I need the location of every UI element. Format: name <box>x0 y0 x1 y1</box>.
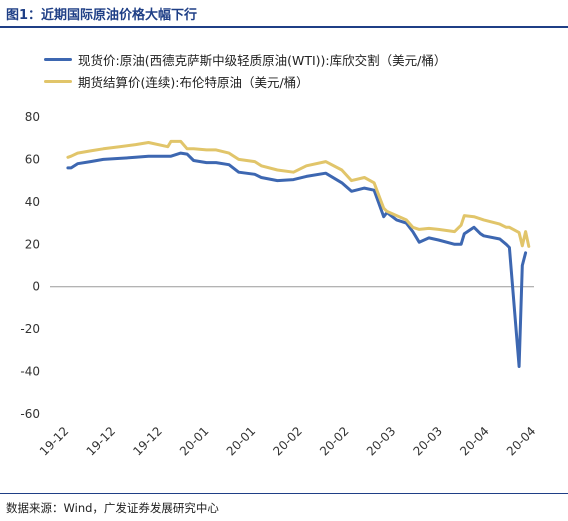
x-tick-label: 20-03 <box>364 424 399 459</box>
x-tick-label: 20-01 <box>177 424 212 459</box>
legend-item-wti: 现货价:原油(西德克萨斯中级轻质原油(WTI)):库欣交割（美元/桶） <box>44 48 446 70</box>
y-tick-label: -60 <box>20 407 40 421</box>
y-tick-label: 20 <box>25 237 40 251</box>
series-line-brent <box>66 139 531 248</box>
y-tick-label: -40 <box>20 365 40 379</box>
x-tick-label: 19-12 <box>130 424 165 459</box>
y-tick-label: 0 <box>32 280 40 294</box>
footer-rule <box>0 493 568 494</box>
title-bar: 图1：近期国际原油价格大幅下行 <box>0 0 568 28</box>
y-tick-label: -20 <box>20 322 40 336</box>
x-tick-label: 20-04 <box>457 424 492 459</box>
x-tick-label: 20-01 <box>224 424 259 459</box>
x-tick-label: 19-12 <box>84 424 119 459</box>
x-tick-label: 20-04 <box>504 424 539 459</box>
x-tick-label: 19-12 <box>37 424 72 459</box>
figure-title: 图1：近期国际原油价格大幅下行 <box>6 8 198 23</box>
y-tick-label: 80 <box>25 110 40 124</box>
legend-label-wti: 现货价:原油(西德克萨斯中级轻质原油(WTI)):库欣交割（美元/桶） <box>78 52 447 68</box>
y-axis: 80 60 40 20 0 -20 -40 -60 <box>20 110 40 421</box>
series-line-wti <box>66 151 528 368</box>
source-note: 数据来源：Wind，广发证券发展研究中心 <box>6 501 219 515</box>
x-axis: 19-12 19-12 19-12 20-01 20-01 20-02 20-02 20-03… <box>37 286 539 459</box>
legend-item-brent: 期货结算价(连续):布伦特原油（美元/桶） <box>44 70 446 92</box>
x-tick-label: 20-03 <box>410 424 445 459</box>
legend-swatch-wti <box>44 57 72 61</box>
legend-label-brent: 期货结算价(连续):布伦特原油（美元/桶） <box>78 74 309 90</box>
series-layer <box>66 139 531 368</box>
x-tick-label: 20-02 <box>270 424 305 459</box>
x-tick-label: 20-02 <box>317 424 352 459</box>
y-tick-label: 60 <box>25 152 40 166</box>
legend: 现货价:原油(西德克萨斯中级轻质原油(WTI)):库欣交割（美元/桶） 期货结算… <box>44 48 446 92</box>
legend-swatch-brent <box>44 79 72 83</box>
y-tick-label: 40 <box>25 195 40 209</box>
